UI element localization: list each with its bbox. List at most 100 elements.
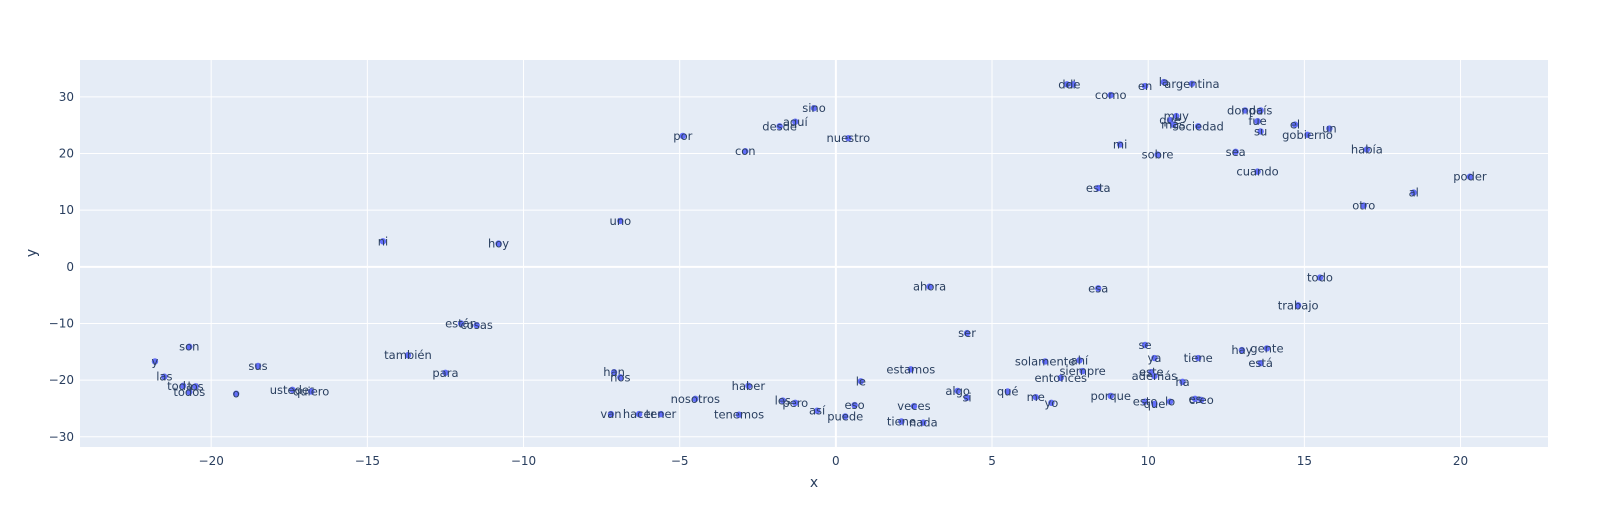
data-point [910,403,918,410]
data-point [845,134,852,142]
point-label: estamos [886,362,935,376]
y-tick-label: 0 [66,260,74,274]
data-point [963,394,971,401]
data-point [1238,346,1246,354]
data-point [1154,151,1161,158]
point-label: gobierno [1282,128,1333,142]
data-point [307,388,315,395]
data-point [1173,112,1180,120]
data-point [192,383,199,390]
data-point [1360,202,1367,209]
point-label: mi [1113,137,1127,151]
point-label: qué [997,384,1019,398]
data-point [1363,146,1371,153]
data-point [1151,372,1158,380]
data-point [1194,354,1202,362]
point-label: yo [1044,396,1058,410]
point-label: nuestro [827,131,871,145]
data-point [495,240,502,247]
data-point [779,397,786,404]
data-point [1076,357,1083,364]
point-label: ha [1175,375,1189,389]
data-point [926,283,933,290]
data-point [1179,378,1186,386]
data-point [810,104,818,112]
data-point [617,217,624,225]
point-label: sociedad [1173,119,1224,133]
point-label: quiero [293,384,329,398]
grid-lines [80,60,1548,447]
point-label: donde [1227,103,1263,117]
point-label: al [1409,186,1419,200]
data-point [1107,392,1114,400]
data-point [1257,107,1264,114]
data-point [1326,125,1333,132]
data-point [1263,345,1271,352]
point-label: sobre [1142,148,1174,162]
x-tick-label: 10 [1141,454,1156,468]
point-label: poder [1453,170,1487,184]
data-point [920,419,927,426]
point-label: van [600,407,621,421]
point-label: cuando [1236,165,1278,179]
point-label: hoy [488,237,509,251]
data-point [161,373,168,380]
data-point [289,386,296,393]
data-point [1057,374,1064,382]
data-point [1063,81,1071,88]
point-label: también [384,348,432,362]
y-tick-label: 30 [59,90,74,104]
data-point [1041,358,1049,365]
data-point [1410,189,1417,196]
point-label: de [1066,77,1080,91]
data-point [1095,285,1102,292]
point-label: nosotros [671,392,720,406]
point-label: hay [1231,343,1252,357]
point-label: todo [1307,271,1333,285]
data-point [813,407,821,414]
point-label: tiene [887,415,916,429]
point-label: ni [378,234,388,248]
data-point [254,362,262,370]
point-label: y [152,354,159,368]
point-label: había [1351,143,1383,157]
point-label: son [179,340,199,354]
data-point [617,374,624,381]
point-label: sino [802,101,826,115]
data-point [1194,123,1202,130]
point-label: cosas [460,318,492,332]
point-label: argentina [1164,77,1219,91]
point-label: pero [782,396,808,410]
data-point [898,418,905,425]
point-label: o [233,387,240,401]
point-label: solamente [1015,354,1075,368]
point-label: nos [610,370,630,384]
data-point [1004,388,1011,395]
point-label: los [187,379,203,393]
point-label: ya [1148,351,1162,365]
point-label: lo [1165,395,1175,409]
data-point [186,343,193,350]
point-label: la [1159,75,1169,89]
point-label: todas [167,379,199,393]
point-label: si [962,391,971,405]
data-point [1166,116,1174,124]
data-point [1048,399,1055,407]
point-label: haber [732,379,766,393]
data-point [1254,117,1261,125]
data-point [692,395,699,403]
data-point [745,382,752,390]
point-label: hacer [623,407,656,421]
point-label: se [1139,338,1152,352]
point-label: su [1254,124,1267,138]
data-point [610,369,618,376]
data-point [954,387,961,395]
data-points: ylassontodastodoslososusustedesquieronit… [152,75,1487,430]
data-point [473,321,480,329]
data-point [635,410,643,418]
data-point [457,320,465,327]
data-point [1188,80,1196,87]
point-label: como [1095,88,1127,102]
data-point [1079,367,1086,375]
